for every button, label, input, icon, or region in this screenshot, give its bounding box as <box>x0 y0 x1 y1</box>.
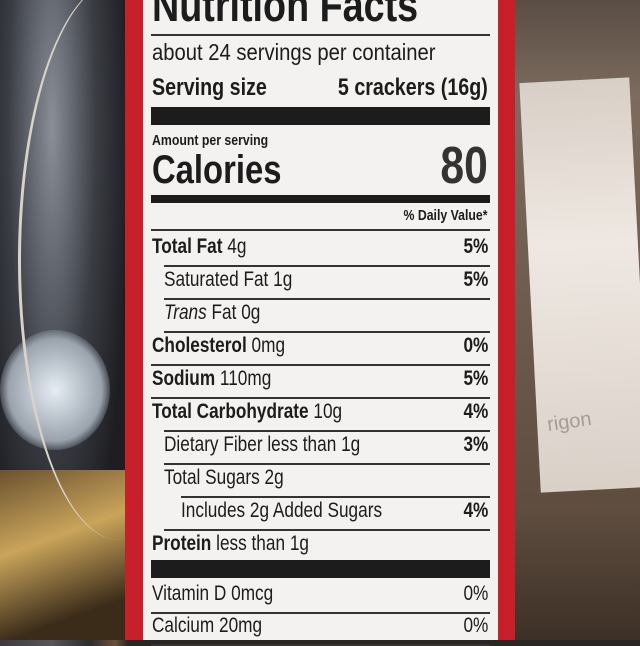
nutrient-row-label: Total Sugars 2g <box>164 466 284 490</box>
amount-per-serving: Amount per serving <box>152 132 269 149</box>
calories-label: Calories <box>152 148 282 192</box>
divider <box>164 298 490 300</box>
nutrient-name: Total Carbohydrate <box>152 400 309 423</box>
vitamin-amount: 0mcg <box>231 582 274 605</box>
serving-size-value: 5 crackers (16g) <box>338 74 488 101</box>
paper-text: rigon <box>545 408 593 436</box>
divider <box>164 430 490 432</box>
nutrient-row-label: Trans Fat 0g <box>164 301 260 325</box>
vitamin-amount: 20mg <box>218 614 263 637</box>
nutrient-name: Trans <box>164 301 207 324</box>
divider <box>151 364 490 366</box>
divider <box>151 229 490 231</box>
nutrient-row-label: Cholesterol 0mg <box>152 334 285 358</box>
vitamin-name: Vitamin D <box>152 582 227 605</box>
nutrient-name: Cholesterol <box>152 334 247 357</box>
nutrient-name: Total Fat <box>152 235 223 258</box>
vitamin-daily-value: 0% <box>463 582 488 605</box>
nutrient-amount: 10g <box>313 400 343 423</box>
background-paper: rigon <box>519 77 640 493</box>
box-edge-right <box>498 0 515 640</box>
vitamin-daily-value: 0% <box>463 614 488 637</box>
vitamin-row-label: Vitamin D 0mcg <box>152 582 273 606</box>
nutrient-row-label: Sodium 110mg <box>152 367 271 391</box>
medium-divider <box>151 195 490 203</box>
nutrient-daily-value: 3% <box>463 433 488 456</box>
nutrient-daily-value: 4% <box>463 400 488 423</box>
nutrient-row-label: Total Carbohydrate 10g <box>152 400 342 424</box>
wire-arc <box>18 0 221 540</box>
nutrient-amount: 110mg <box>219 367 272 390</box>
divider <box>151 612 490 614</box>
vitamin-name: Calcium <box>152 614 215 637</box>
divider <box>164 529 490 531</box>
nutrient-name: Sodium <box>152 367 216 390</box>
divider <box>151 644 490 646</box>
nutrient-amount: less than 1g <box>216 532 309 555</box>
nutrient-name: Total Sugars <box>164 466 260 489</box>
nutrition-facts-label: Nutrition Facts about 24 servings per co… <box>143 0 498 646</box>
nutrient-daily-value: 4% <box>463 499 488 522</box>
nutrient-daily-value: 5% <box>463 235 488 258</box>
nutrient-daily-value: 5% <box>463 268 488 291</box>
nutrient-amount: 2g <box>264 466 284 489</box>
nutrient-amount: 0mg <box>251 334 286 357</box>
nutrient-amount: 4g <box>227 235 247 258</box>
divider <box>181 496 490 498</box>
serving-size-label: Serving size <box>152 74 267 101</box>
divider <box>164 331 490 333</box>
box-edge-left <box>125 0 143 640</box>
nutrient-name-rest: Fat <box>211 301 237 324</box>
vitamin-row-label: Calcium 20mg <box>152 614 262 638</box>
nutrient-row-label: Total Fat 4g <box>152 235 246 259</box>
thick-divider <box>151 107 490 125</box>
nutrient-name: Includes 2g Added Sugars <box>181 499 383 522</box>
divider <box>151 397 490 399</box>
thick-divider <box>151 560 490 578</box>
divider <box>164 463 490 465</box>
divider <box>151 34 490 36</box>
divider <box>164 265 490 267</box>
nutrient-daily-value: 0% <box>463 334 488 357</box>
servings-per-container: about 24 servings per container <box>152 39 436 65</box>
daily-value-header: % Daily Value* <box>403 207 488 224</box>
nutrient-amount: less than 1g <box>267 433 361 456</box>
nutrient-amount: 0g <box>241 301 261 324</box>
nutrient-name: Dietary Fiber <box>164 433 263 456</box>
nutrient-amount: 1g <box>273 268 293 291</box>
nutrient-name: Protein <box>152 532 212 555</box>
label-title: Nutrition Facts <box>152 0 419 31</box>
background-left <box>0 0 130 640</box>
nutrient-row-label: Saturated Fat 1g <box>164 268 292 292</box>
nutrient-row-label: Protein less than 1g <box>152 532 309 556</box>
calories-value: 80 <box>440 137 488 195</box>
nutrient-row-label: Includes 2g Added Sugars <box>181 499 382 523</box>
nutrient-name: Saturated Fat <box>164 268 269 291</box>
nutrient-row-label: Dietary Fiber less than 1g <box>164 433 360 457</box>
nutrient-daily-value: 5% <box>463 367 488 390</box>
